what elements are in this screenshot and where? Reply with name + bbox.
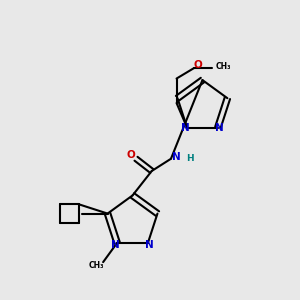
Text: N: N bbox=[172, 152, 181, 162]
Text: CH₃: CH₃ bbox=[88, 261, 104, 270]
Text: O: O bbox=[193, 60, 202, 70]
Text: N: N bbox=[181, 122, 190, 133]
Text: N: N bbox=[145, 240, 154, 250]
Text: N: N bbox=[215, 122, 224, 133]
Text: N: N bbox=[111, 240, 120, 250]
Text: O: O bbox=[126, 150, 135, 160]
Text: H: H bbox=[186, 154, 194, 163]
Text: CH₃: CH₃ bbox=[216, 62, 232, 71]
